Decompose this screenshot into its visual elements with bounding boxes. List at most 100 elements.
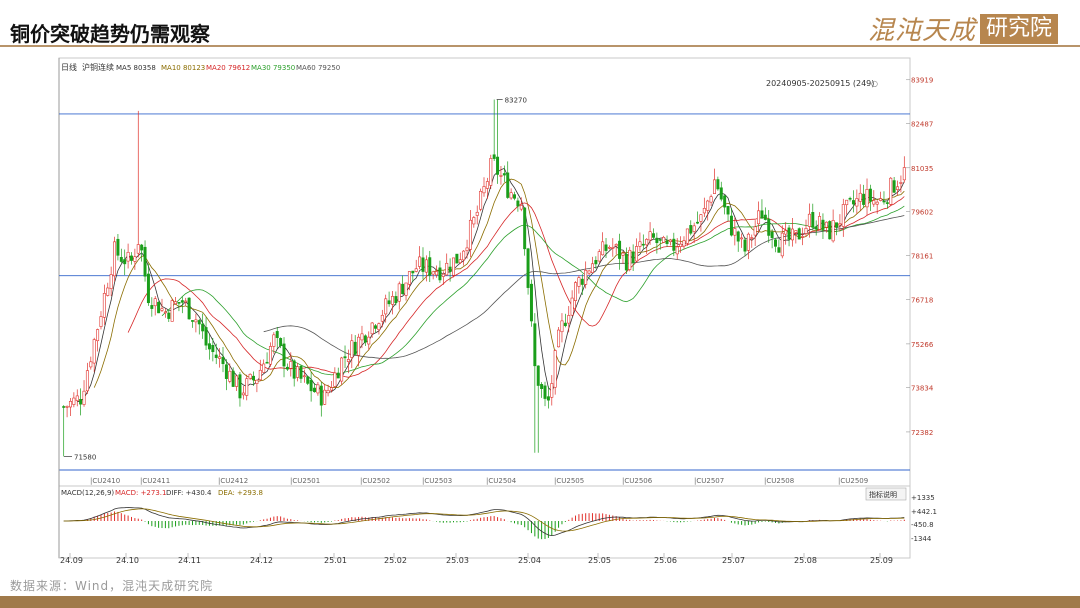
candle-body xyxy=(445,262,449,276)
candle-body xyxy=(489,158,493,186)
candle-body xyxy=(65,406,69,408)
y-tick-label: 82487 xyxy=(911,120,933,128)
candle-body xyxy=(126,251,130,262)
y-tick-label: 79602 xyxy=(911,209,933,217)
candle-body xyxy=(102,293,106,318)
candle-body xyxy=(292,360,296,379)
candle-body xyxy=(275,331,279,338)
x-tick-label: 25.06 xyxy=(654,556,677,565)
candle-body xyxy=(357,336,361,356)
candle-body xyxy=(262,363,266,373)
macd-y-tick-label: +442.1 xyxy=(911,508,937,516)
candle-body xyxy=(411,270,415,274)
candle-body xyxy=(577,277,581,287)
ma-line-ma5 xyxy=(77,167,905,403)
candle-body xyxy=(519,205,523,210)
candle-body xyxy=(468,219,472,250)
candle-body xyxy=(841,204,845,227)
candle-body xyxy=(441,273,445,277)
contract-label: |CU2410 xyxy=(90,477,120,485)
candle-body xyxy=(113,241,117,277)
candle-body xyxy=(604,244,608,251)
candle-body xyxy=(851,200,855,205)
candle-body xyxy=(435,271,439,276)
ma-line-ma60 xyxy=(263,215,905,359)
candle-body xyxy=(129,255,133,261)
candle-body xyxy=(601,241,605,256)
ma-line-ma20 xyxy=(127,196,905,378)
candle-body xyxy=(296,366,300,378)
indicator-help-button[interactable] xyxy=(865,487,907,501)
candle-body xyxy=(360,333,364,341)
candle-body xyxy=(651,233,655,238)
contract-label: |CU2502 xyxy=(360,477,390,485)
candle-body xyxy=(872,200,876,205)
candle-body xyxy=(238,374,242,399)
candle-body xyxy=(658,239,662,241)
candle-body xyxy=(404,282,408,296)
candle-body xyxy=(96,329,100,342)
candle-body xyxy=(875,201,879,205)
candle-body xyxy=(499,175,503,177)
candle-body xyxy=(197,320,201,325)
logo-text: 混沌天成 xyxy=(867,16,976,46)
candle-body xyxy=(831,220,835,242)
candle-body xyxy=(72,397,76,405)
candle-body xyxy=(170,300,174,322)
candle-body xyxy=(482,186,486,194)
candle-body xyxy=(665,240,669,244)
candle-body xyxy=(329,387,333,391)
candle-body xyxy=(828,221,832,240)
candle-body xyxy=(774,239,777,247)
candle-body xyxy=(394,296,398,304)
candle-body xyxy=(723,195,727,208)
candle-body xyxy=(902,167,906,181)
candle-body xyxy=(367,336,371,345)
candle-body xyxy=(384,298,388,315)
candle-body xyxy=(506,172,510,198)
candle-body xyxy=(285,366,289,370)
horizontal-lines xyxy=(59,113,910,277)
candle-body xyxy=(787,227,791,240)
ma-legend-ma5: MA5 80358 xyxy=(116,64,156,72)
candle-body xyxy=(635,246,639,262)
candle-body xyxy=(431,271,435,275)
candle-body xyxy=(516,200,520,207)
candle-body xyxy=(818,216,822,230)
candle-body xyxy=(590,263,594,273)
candle-body xyxy=(546,396,550,401)
candle-body xyxy=(533,323,537,367)
candle-body xyxy=(862,193,866,205)
candle-body xyxy=(343,356,347,359)
candle-body xyxy=(865,189,869,208)
candle-body xyxy=(313,387,317,393)
candle-body xyxy=(272,334,276,347)
candle-body xyxy=(543,385,547,399)
price-annotations: 83270 71580 xyxy=(64,97,527,461)
macd-y-tick-label: +1335 xyxy=(911,494,935,502)
candle-body xyxy=(353,341,357,355)
candle-body xyxy=(336,372,340,379)
macd-value: MACD: +273.1 xyxy=(115,489,166,497)
y-tick-label: 73834 xyxy=(911,385,934,393)
candle-body xyxy=(750,237,754,239)
candle-body xyxy=(668,239,672,242)
x-tick-label: 24.11 xyxy=(178,556,201,565)
candle-body xyxy=(133,256,137,262)
candle-body xyxy=(879,198,883,201)
candle-body xyxy=(777,247,781,253)
candle-body xyxy=(743,239,747,252)
candle-body xyxy=(746,233,750,251)
candle-body xyxy=(228,370,232,382)
dea-value: DEA: +293.8 xyxy=(218,489,263,497)
candle-body xyxy=(557,329,561,348)
candle-body xyxy=(584,269,588,285)
macd-y-ticks: +1335 +442.1 -450.8 -1344 xyxy=(911,494,937,543)
candle-body xyxy=(845,199,849,206)
candle-body xyxy=(719,187,723,200)
candle-body xyxy=(140,244,144,251)
candle-body xyxy=(540,384,544,389)
candle-body xyxy=(526,248,530,288)
ma-legend-ma20: MA20 79612 xyxy=(206,64,250,72)
candle-body xyxy=(163,311,167,314)
